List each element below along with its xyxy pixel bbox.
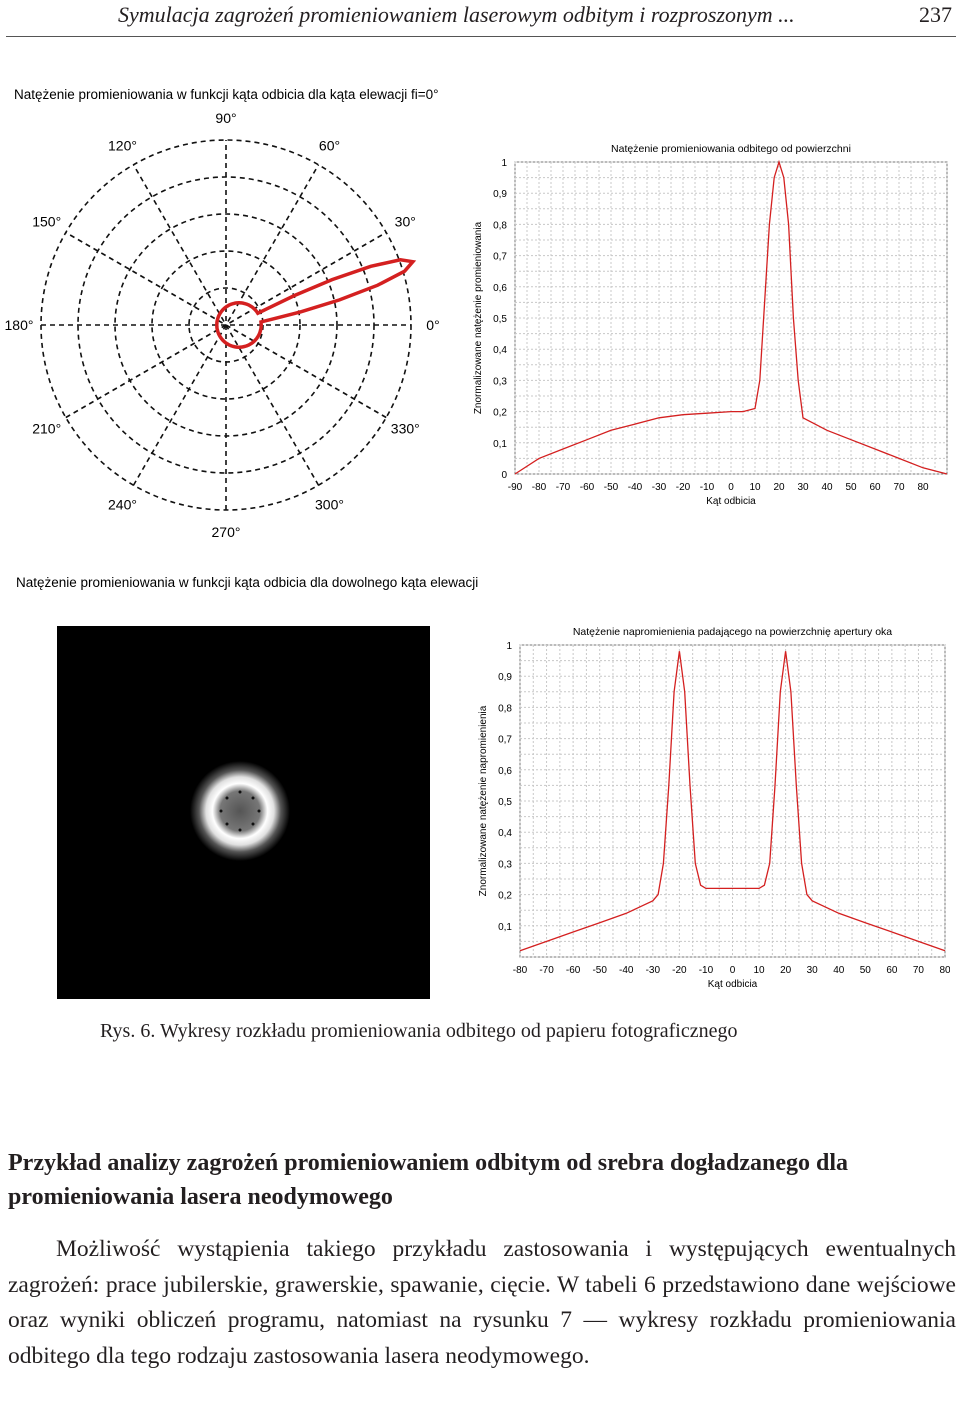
x-tick-label: 70 xyxy=(893,482,905,493)
elevation-intensity-map xyxy=(57,626,430,999)
intensity-series-line xyxy=(519,651,946,952)
y-tick-label: 0,3 xyxy=(493,376,507,387)
y-tick-label: 0,8 xyxy=(493,220,507,231)
eye-aperture-irradiance-chart: Natężenie napromienienia padającego na p… xyxy=(478,626,950,990)
x-tick-label: -30 xyxy=(646,965,661,976)
x-tick-label: -70 xyxy=(556,482,571,493)
polar-grid-spoke xyxy=(65,231,387,419)
x-tick-label: -50 xyxy=(592,965,607,976)
polar-angle-label: 60° xyxy=(319,138,340,154)
body-text: Możliwość wystąpienia takiego przykładu … xyxy=(8,1232,956,1374)
y-tick-label: 0,6 xyxy=(498,766,512,777)
y-tick-label: 0,6 xyxy=(493,283,507,294)
y-axis-label: Znormalizowane natężenie promieniowania xyxy=(473,221,484,414)
header-rule xyxy=(6,36,956,37)
y-tick-label: 0,5 xyxy=(498,797,512,808)
x-tick-label: 70 xyxy=(913,965,925,976)
y-tick-label: 0,7 xyxy=(493,252,507,263)
y-tick-label: 0,2 xyxy=(498,891,512,902)
polar-angle-label: 30° xyxy=(395,214,416,230)
reflection-intensity-chart: Natężenie promieniowania odbitego od pow… xyxy=(473,143,948,507)
x-tick-label: 80 xyxy=(939,965,950,976)
x-tick-label: 0 xyxy=(728,482,734,493)
y-tick-label: 0,3 xyxy=(498,859,512,870)
x-tick-label: -60 xyxy=(566,965,581,976)
x-axis-label: Kąt odbicia xyxy=(708,979,758,990)
x-tick-label: 60 xyxy=(886,965,898,976)
y-tick-label: 0,1 xyxy=(498,922,512,933)
y-tick-label: 0 xyxy=(501,470,507,481)
polar-grid xyxy=(40,139,412,511)
polar-angle-label: 180° xyxy=(5,317,34,333)
x-tick-label: 0 xyxy=(730,965,736,976)
intensity-series-line xyxy=(514,159,948,475)
intensity-ring xyxy=(190,761,290,861)
x-tick-label: -70 xyxy=(539,965,554,976)
polar-intensity-lobe xyxy=(215,258,417,349)
y-tick-label: 1 xyxy=(501,158,507,169)
y-tick-label: 0,9 xyxy=(493,189,507,200)
y-tick-label: 0,4 xyxy=(493,345,507,356)
x-tick-label: -60 xyxy=(580,482,595,493)
y-axis-label: Znormalizowane natężenie napromienienia xyxy=(478,705,489,896)
polar-angle-label: 330° xyxy=(391,421,420,437)
elevation-chart-caption: Natężenie promieniowania w funkcji kąta … xyxy=(16,575,479,590)
x-tick-label: -10 xyxy=(700,482,715,493)
y-tick-label: 0,8 xyxy=(498,703,512,714)
chart-title: Natężenie promieniowania odbitego od pow… xyxy=(611,143,851,155)
x-tick-label: -30 xyxy=(652,482,667,493)
polar-angle-label: 150° xyxy=(32,214,61,230)
x-tick-label: 50 xyxy=(860,965,872,976)
polar-chart-caption: Natężenie promieniowania w funkcji kąta … xyxy=(14,87,439,102)
y-tick-label: 0,2 xyxy=(493,408,507,419)
polar-angle-label: 0° xyxy=(426,317,439,333)
x-tick-label: 30 xyxy=(797,482,809,493)
polar-angle-label: 300° xyxy=(315,496,344,512)
y-tick-label: 0,1 xyxy=(493,439,507,450)
y-tick-label: 0,9 xyxy=(498,672,512,683)
x-tick-label: -40 xyxy=(619,965,634,976)
polar-angle-label: 270° xyxy=(212,524,241,540)
x-tick-label: -90 xyxy=(508,482,523,493)
polar-chart: 90° 60° 30° 0° 330° 300° 270° 240° 210° 180° 150° 1… xyxy=(5,110,440,540)
x-tick-label: -80 xyxy=(532,482,547,493)
body-paragraph: Możliwość wystąpienia takiego przykładu … xyxy=(8,1236,956,1369)
polar-angle-label: 90° xyxy=(215,110,236,126)
x-tick-label: -40 xyxy=(628,482,643,493)
running-title: Symulacja zagrożeń promieniowaniem laser… xyxy=(118,2,795,27)
x-tick-label: 80 xyxy=(917,482,929,493)
x-tick-label: 20 xyxy=(773,482,785,493)
x-tick-label: -50 xyxy=(604,482,619,493)
ring-markers xyxy=(219,790,261,832)
x-tick-label: 30 xyxy=(807,965,819,976)
y-tick-label: 0,7 xyxy=(498,735,512,746)
x-tick-label: 10 xyxy=(749,482,761,493)
x-tick-label: -10 xyxy=(699,965,714,976)
page-number: 237 xyxy=(919,2,952,27)
polar-angle-label: 210° xyxy=(32,421,61,437)
x-tick-label: 20 xyxy=(780,965,792,976)
x-tick-label: 10 xyxy=(754,965,766,976)
polar-angle-label: 240° xyxy=(108,496,137,512)
section-heading: Przykład analizy zagrożeń promieniowanie… xyxy=(8,1150,849,1210)
polar-angle-labels: 90° 60° 30° 0° 330° 300° 270° 240° 210° 180° 150° 1… xyxy=(5,110,440,540)
x-tick-label: 40 xyxy=(821,482,833,493)
x-tick-label: 60 xyxy=(869,482,881,493)
y-tick-label: 0,5 xyxy=(493,314,507,325)
x-tick-label: -80 xyxy=(513,965,528,976)
x-tick-label: -20 xyxy=(676,482,691,493)
x-tick-label: 50 xyxy=(845,482,857,493)
x-tick-label: -20 xyxy=(672,965,687,976)
y-tick-label: 0,4 xyxy=(498,828,512,839)
x-tick-label: 40 xyxy=(833,965,845,976)
x-axis-label: Kąt odbicia xyxy=(706,496,756,507)
figure-caption: Rys. 6. Wykresy rozkładu promieniowania … xyxy=(100,1020,738,1042)
y-tick-label: 1 xyxy=(506,641,512,652)
chart-title: Natężenie napromienienia padającego na p… xyxy=(573,626,892,638)
polar-angle-label: 120° xyxy=(108,138,137,154)
polar-grid-ring xyxy=(151,250,301,400)
